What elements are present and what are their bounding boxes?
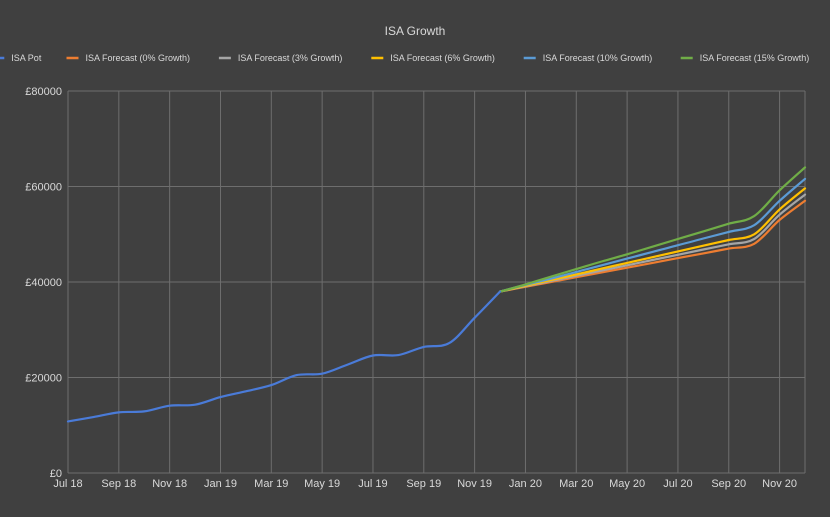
x-tick-label: Nov 18 (152, 478, 187, 490)
y-tick-label: £80000 (25, 86, 62, 98)
x-tick-label: Sep 20 (711, 478, 746, 490)
legend-label: ISA Pot (11, 53, 42, 63)
legend-label: ISA Forecast (15% Growth) (700, 53, 810, 63)
x-tick-label: Jul 18 (53, 478, 82, 490)
x-tick-label: Sep 18 (101, 478, 136, 490)
x-tick-label: Nov 20 (762, 478, 797, 490)
legend-label: ISA Forecast (3% Growth) (238, 53, 343, 63)
legend-label: ISA Forecast (6% Growth) (390, 53, 495, 63)
x-tick-label: May 20 (609, 478, 645, 490)
legend-label: ISA Forecast (0% Growth) (86, 53, 191, 63)
series-line-isa-forecast-6-growth (498, 187, 807, 293)
legend: ISA Pot ISA Forecast (0% Growth) ISA Forec… (0, 53, 809, 63)
y-tick-label: £60000 (25, 182, 62, 194)
y-axis: £0 £20000 £40000 £60000 £80000 (25, 86, 62, 480)
legend-entry: ISA Forecast (15% Growth) (680, 53, 810, 63)
series-layer (66, 166, 807, 423)
x-tick-label: Jan 19 (204, 478, 237, 490)
legend-entry: ISA Forecast (6% Growth) (371, 53, 495, 63)
x-tick-label: Sep 19 (406, 478, 441, 490)
x-axis: Jul 18 Sep 18 Nov 18 Jan 19 Mar 19 May 19 Jul … (53, 478, 797, 490)
legend-entry: ISA Forecast (3% Growth) (218, 53, 343, 63)
x-tick-label: Mar 20 (559, 478, 593, 490)
gridlines (67, 90, 806, 474)
y-tick-label: £20000 (25, 373, 62, 385)
x-tick-label: Jan 20 (509, 478, 542, 490)
x-tick-label: Jul 20 (663, 478, 692, 490)
y-tick-label: £0 (50, 468, 62, 480)
series-line-isa-pot (66, 290, 502, 423)
x-tick-label: Jul 19 (358, 478, 387, 490)
series-line-isa-forecast-3-growth (498, 193, 807, 293)
x-tick-label: Mar 19 (254, 478, 288, 490)
y-tick-label: £40000 (25, 277, 62, 289)
legend-entry: ISA Forecast (0% Growth) (66, 53, 191, 63)
legend-label: ISA Forecast (10% Growth) (543, 53, 653, 63)
series-line-isa-forecast-10-growth (498, 177, 807, 293)
legend-entry: ISA Forecast (10% Growth) (523, 53, 653, 63)
x-tick-label: Nov 19 (457, 478, 492, 490)
series-line-isa-forecast-15-growth (498, 166, 807, 293)
legend-entry: ISA Pot (0, 53, 42, 63)
x-tick-label: May 19 (304, 478, 340, 490)
chart-title: ISA Growth (385, 24, 446, 38)
